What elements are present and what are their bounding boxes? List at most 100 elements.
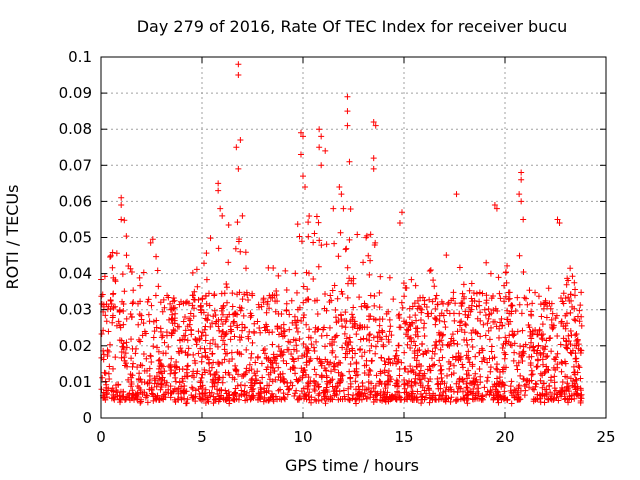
data-point	[235, 371, 242, 378]
data-point	[394, 358, 401, 365]
data-point	[450, 337, 457, 344]
data-point	[514, 294, 521, 301]
data-point	[313, 371, 320, 378]
data-point	[120, 308, 127, 315]
data-point	[109, 319, 116, 326]
data-point	[297, 129, 304, 136]
data-point	[464, 387, 471, 394]
data-point	[136, 274, 143, 281]
axis-ticks	[100, 56, 607, 419]
data-point	[288, 297, 295, 304]
data-point	[188, 384, 195, 391]
data-point	[535, 343, 542, 350]
data-point	[337, 379, 344, 386]
data-point	[266, 376, 273, 383]
data-point	[154, 267, 161, 274]
data-point	[565, 332, 572, 339]
data-point	[468, 336, 475, 343]
data-point	[214, 386, 221, 393]
data-point	[261, 346, 268, 353]
data-point	[241, 388, 248, 395]
data-point	[479, 290, 486, 297]
data-point	[426, 268, 433, 275]
data-point	[235, 165, 242, 172]
x-tick-label: 0	[96, 428, 106, 446]
data-point	[161, 304, 168, 311]
data-point	[286, 385, 293, 392]
data-point	[510, 357, 517, 364]
data-point	[493, 205, 500, 212]
data-point	[574, 385, 581, 392]
data-point	[150, 393, 157, 400]
data-point	[209, 350, 216, 357]
data-point	[418, 309, 425, 316]
data-point	[233, 144, 240, 151]
data-point	[339, 291, 346, 298]
data-point	[269, 390, 276, 397]
data-point	[510, 332, 517, 339]
data-point	[180, 389, 187, 396]
data-point	[210, 336, 217, 343]
data-point	[349, 395, 356, 402]
data-point	[452, 300, 459, 307]
data-point	[380, 341, 387, 348]
data-point	[272, 376, 279, 383]
data-point	[494, 380, 501, 387]
data-point	[260, 347, 267, 354]
data-point	[409, 303, 416, 310]
data-point	[310, 239, 317, 246]
data-point	[230, 318, 237, 325]
data-point	[315, 325, 322, 332]
data-point	[425, 385, 432, 392]
data-point	[554, 216, 561, 223]
data-point	[463, 322, 470, 329]
data-point	[167, 390, 174, 397]
data-point	[571, 279, 578, 286]
data-point	[136, 370, 143, 377]
data-point	[518, 198, 525, 205]
data-point	[412, 325, 419, 332]
data-point	[254, 318, 261, 325]
data-point	[576, 318, 583, 325]
data-point	[140, 269, 147, 276]
data-point	[265, 388, 272, 395]
data-point	[202, 349, 209, 356]
data-point	[243, 369, 250, 376]
data-point	[424, 382, 431, 389]
data-point	[171, 396, 178, 403]
data-point	[426, 399, 433, 406]
data-point	[534, 347, 541, 354]
data-point	[221, 356, 228, 363]
data-point	[363, 336, 370, 343]
data-point	[527, 328, 534, 335]
data-point	[520, 376, 527, 383]
data-point	[105, 328, 112, 335]
data-point	[376, 378, 383, 385]
data-point	[265, 355, 272, 362]
data-point	[100, 303, 107, 310]
data-point	[450, 388, 457, 395]
data-point	[355, 392, 362, 399]
data-point	[501, 388, 508, 395]
data-point	[357, 336, 364, 343]
data-point	[527, 362, 534, 369]
data-point	[272, 393, 279, 400]
data-point	[463, 396, 470, 403]
data-point	[333, 391, 340, 398]
data-point	[529, 371, 536, 378]
data-point	[539, 321, 546, 328]
data-point	[164, 292, 171, 299]
data-point	[192, 360, 199, 367]
data-point	[497, 295, 504, 302]
data-point	[481, 306, 488, 313]
data-point	[471, 381, 478, 388]
data-point	[294, 221, 301, 228]
data-point	[403, 326, 410, 333]
data-point	[298, 352, 305, 359]
data-point	[205, 290, 212, 297]
data-point	[269, 329, 276, 336]
data-point	[232, 245, 239, 252]
data-point	[301, 391, 308, 398]
y-tick-label: 0.03	[59, 301, 92, 319]
data-point	[476, 365, 483, 372]
